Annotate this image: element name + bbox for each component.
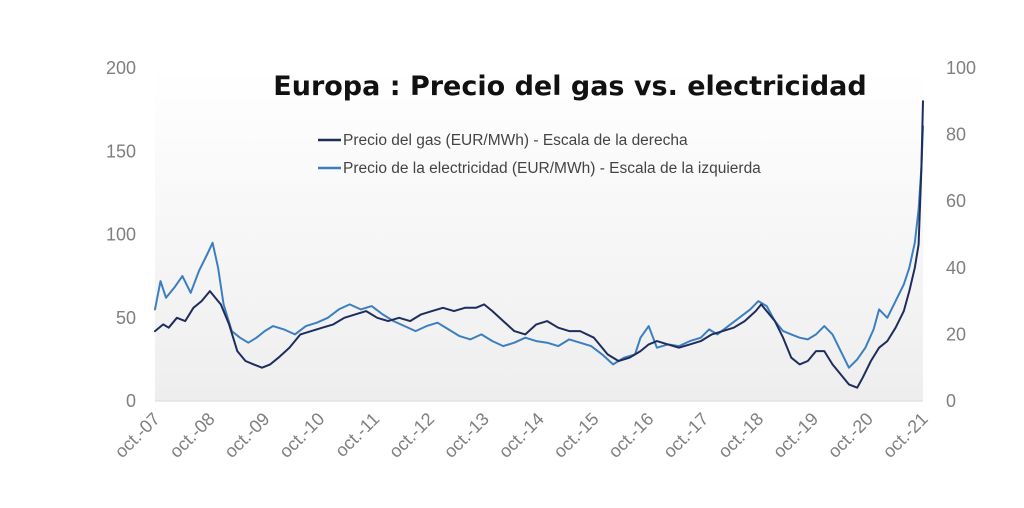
x-tick-label: oct.-10 xyxy=(275,409,328,462)
x-tick-label: oct.-17 xyxy=(659,409,712,462)
x-tick-label: oct.-12 xyxy=(385,409,438,462)
y-right-axis: 0 20 40 60 80 100 xyxy=(946,58,976,411)
y-left-tick-label: 0 xyxy=(126,391,136,411)
y-right-tick-label: 100 xyxy=(946,58,976,78)
legend-label-electricity: Precio de la electricidad (EUR/MWh) - Es… xyxy=(343,160,761,177)
x-tick-label: oct.-14 xyxy=(495,409,548,462)
x-tick-label: oct.-16 xyxy=(604,409,657,462)
series-line-gas xyxy=(154,100,924,389)
x-tick-label: oct.-15 xyxy=(550,409,603,462)
x-tick-label: oct.-20 xyxy=(824,409,877,462)
x-tick-label: oct.-13 xyxy=(440,409,493,462)
legend-item-electricity: Precio de la electricidad (EUR/MWh) - Es… xyxy=(318,160,761,177)
y-right-tick-label: 0 xyxy=(946,391,956,411)
series-layer xyxy=(154,100,924,389)
series-line-electricity xyxy=(154,125,924,369)
y-left-tick-label: 150 xyxy=(106,141,136,161)
x-tick-label: oct.-08 xyxy=(166,409,219,462)
y-left-tick-label: 50 xyxy=(116,308,136,328)
x-tick-label: oct.-18 xyxy=(714,409,767,462)
legend-label-gas: Precio del gas (EUR/MWh) - Escala de la … xyxy=(343,132,688,149)
y-left-tick-label: 100 xyxy=(106,225,136,245)
plot-area xyxy=(155,68,923,401)
y-right-tick-label: 20 xyxy=(946,324,966,344)
x-tick-label: oct.-09 xyxy=(220,409,273,462)
x-tick-label: oct.-21 xyxy=(879,409,932,462)
y-right-tick-label: 80 xyxy=(946,125,966,145)
x-tick-label: oct.-07 xyxy=(111,409,164,462)
y-left-axis: 0 50 100 150 200 xyxy=(106,58,136,411)
legend-item-gas: Precio del gas (EUR/MWh) - Escala de la … xyxy=(318,132,688,149)
y-left-tick-label: 200 xyxy=(106,58,136,78)
y-right-tick-label: 60 xyxy=(946,191,966,211)
y-right-tick-label: 40 xyxy=(946,258,966,278)
x-tick-label: oct.-19 xyxy=(769,409,822,462)
x-axis-ticks: oct.-07 oct.-08 oct.-09 oct.-10 oct.-11 oct.-… xyxy=(111,409,932,462)
x-tick-label: oct.-11 xyxy=(331,409,383,461)
legend: Precio del gas (EUR/MWh) - Escala de la … xyxy=(318,132,761,177)
chart-title: Europa : Precio del gas vs. electricidad xyxy=(273,71,866,102)
